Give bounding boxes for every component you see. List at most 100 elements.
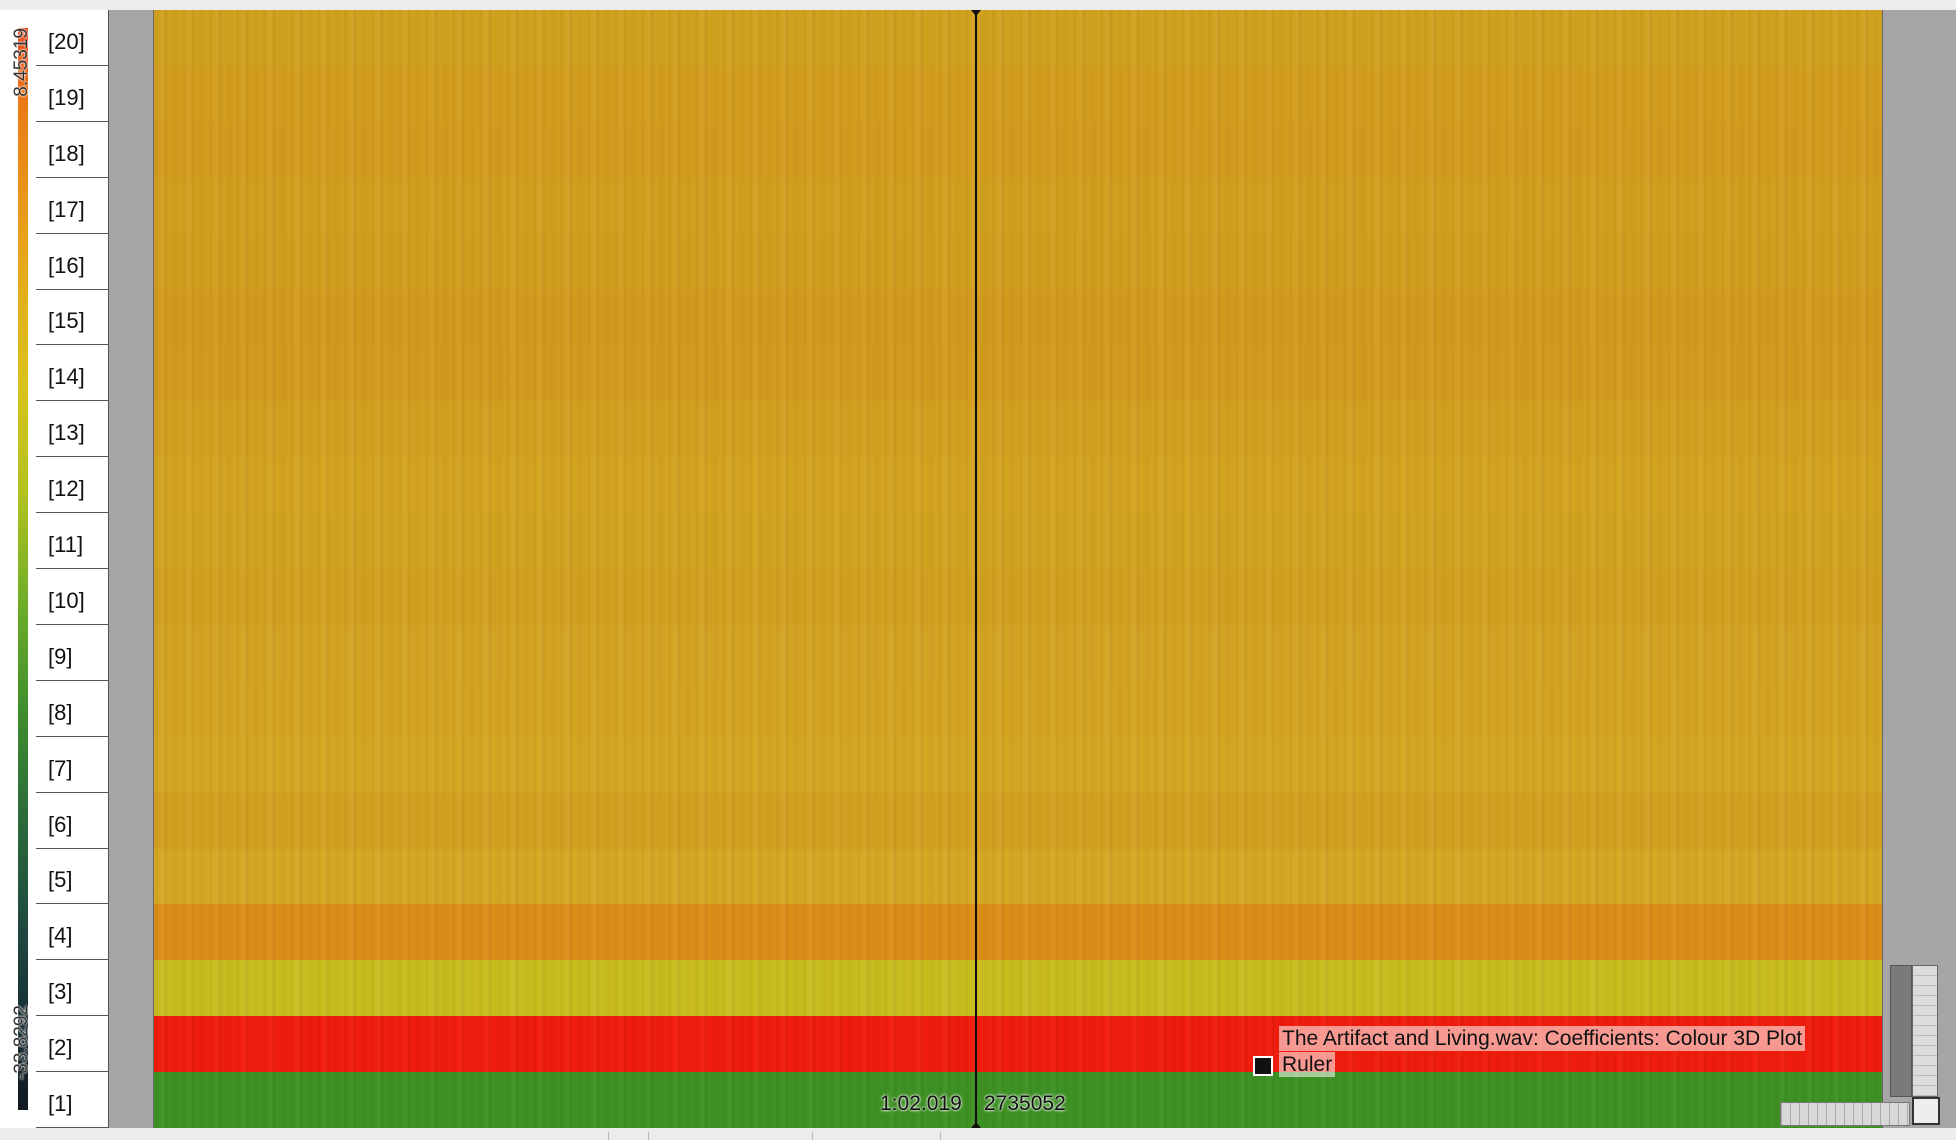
bin-scale: [20] [19] [18] [17] [16] [15] [14] [13] [12] [11]… <box>36 10 109 1128</box>
zoom-reset-button[interactable] <box>1912 1097 1940 1125</box>
vertical-scrollbar[interactable] <box>1890 965 1912 1097</box>
colour-scale-bar <box>18 28 28 1110</box>
plot-row <box>154 10 1882 66</box>
plot-row-texture <box>154 122 1882 178</box>
right-margin <box>1882 10 1956 1128</box>
plot-row-texture <box>154 345 1882 401</box>
plot-row-texture <box>154 625 1882 681</box>
bin-label: [11] <box>48 532 84 557</box>
playhead-top-marker <box>971 10 981 16</box>
bin-tick: [13] <box>36 401 108 457</box>
strip-divider <box>812 1132 813 1140</box>
vertical-zoom-wheel[interactable] <box>1912 965 1938 1097</box>
layer-colour-swatch[interactable] <box>1253 1056 1273 1076</box>
bin-tick: [10] <box>36 569 108 625</box>
bin-tick: [2] <box>36 1016 108 1072</box>
status-strip <box>0 1128 1956 1140</box>
layer-title: The Artifact and Living.wav: Coefficient… <box>1279 1026 1806 1051</box>
plot-row-texture <box>154 10 1882 66</box>
plot-row-texture <box>154 904 1882 960</box>
plot-row <box>154 681 1882 737</box>
bin-label: [17] <box>48 197 85 222</box>
plot-row-texture <box>154 849 1882 904</box>
bin-label: [19] <box>48 85 85 110</box>
bin-tick: [14] <box>36 345 108 401</box>
bin-tick: [20] <box>36 10 108 66</box>
bin-tick: [19] <box>36 66 108 122</box>
bin-tick: [4] <box>36 904 108 960</box>
horizontal-zoom-wheel[interactable] <box>1780 1102 1910 1126</box>
bin-label: [18] <box>48 141 85 166</box>
plot-row <box>154 849 1882 904</box>
plot-row <box>154 625 1882 681</box>
strip-divider <box>940 1132 941 1140</box>
bin-tick: [17] <box>36 178 108 234</box>
bin-tick: [6] <box>36 793 108 849</box>
plot-row <box>154 345 1882 401</box>
bin-label: [4] <box>48 923 73 948</box>
bin-label: [1] <box>48 1091 73 1116</box>
layer-info-overlay: The Artifact and Living.wav: Coefficient… <box>1253 1026 1865 1081</box>
bin-tick: [3] <box>36 960 108 1016</box>
plot-row <box>154 234 1882 290</box>
bin-tick: [9] <box>36 625 108 681</box>
bin-tick: [11] <box>36 513 108 569</box>
bin-tick: [8] <box>36 681 108 737</box>
bin-label: [9] <box>48 644 73 669</box>
plot-row <box>154 66 1882 122</box>
bin-label: [3] <box>48 979 73 1004</box>
strip-divider <box>648 1132 649 1140</box>
plot-row <box>154 793 1882 849</box>
bin-label: [14] <box>48 364 85 389</box>
left-margin <box>109 10 154 1128</box>
plot-row <box>154 569 1882 625</box>
bin-label: [2] <box>48 1035 73 1060</box>
plot-row <box>154 904 1882 960</box>
bin-label: [13] <box>48 420 85 445</box>
plot-row-texture <box>154 401 1882 457</box>
plot-row-texture <box>154 960 1882 1016</box>
playhead-cursor[interactable] <box>975 10 977 1128</box>
cursor-time-readout: 1:02.019 <box>880 1092 962 1115</box>
plot-row <box>154 513 1882 569</box>
bin-label: [12] <box>48 476 85 501</box>
bin-label: [6] <box>48 812 73 837</box>
bin-tick: [18] <box>36 122 108 178</box>
plot-row-texture <box>154 1072 1882 1128</box>
plot-row <box>154 737 1882 793</box>
bin-label: [8] <box>48 700 73 725</box>
layer-name: Ruler <box>1279 1052 1336 1077</box>
plot-row-texture <box>154 793 1882 849</box>
bin-tick: [5] <box>36 849 108 904</box>
plot-row-texture <box>154 737 1882 793</box>
plot-row-texture <box>154 234 1882 290</box>
bin-label: [10] <box>48 588 85 613</box>
plot-row <box>154 457 1882 513</box>
plot-row <box>154 290 1882 345</box>
bin-label: [5] <box>48 867 73 892</box>
plot-row <box>154 178 1882 234</box>
bin-label: [16] <box>48 253 85 278</box>
bin-tick: [7] <box>36 737 108 793</box>
strip-divider <box>608 1132 609 1140</box>
colour-scale-max-label: 8.45319 <box>11 28 32 97</box>
plot-row-texture <box>154 457 1882 513</box>
bin-label: [15] <box>48 308 85 333</box>
plot-row-texture <box>154 178 1882 234</box>
plot-row <box>154 1072 1882 1128</box>
coefficients-plot[interactable] <box>154 10 1882 1128</box>
plot-row <box>154 401 1882 457</box>
bin-tick: [12] <box>36 457 108 513</box>
cursor-frame-readout: 2735052 <box>984 1092 1066 1115</box>
plot-row-texture <box>154 513 1882 569</box>
plot-row-texture <box>154 290 1882 345</box>
plot-row <box>154 960 1882 1016</box>
plot-row-texture <box>154 569 1882 625</box>
plot-row-texture <box>154 681 1882 737</box>
playhead-bottom-marker <box>971 1122 981 1128</box>
bin-label: [7] <box>48 756 73 781</box>
bin-tick: [15] <box>36 290 108 345</box>
bin-label: [20] <box>48 29 85 54</box>
bin-tick: [1] <box>36 1072 108 1128</box>
plot-row <box>154 122 1882 178</box>
